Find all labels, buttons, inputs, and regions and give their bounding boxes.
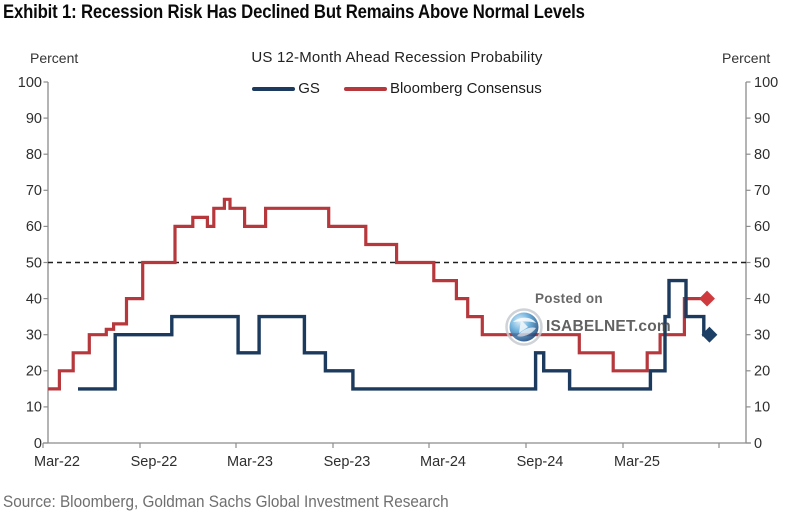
x-tick-label: Mar-22 [34,454,80,470]
y-tick-label-right: 10 [754,400,770,416]
legend-item-gs: GS [252,80,320,97]
x-tick-label: Sep-24 [517,454,564,470]
x-tick-label: Mar-23 [227,454,273,470]
y-tick-label-left: 50 [26,255,42,271]
legend-label-bloomberg: Bloomberg Consensus [389,80,542,97]
watermark-posted-on: Posted on [535,291,603,306]
page-title: Exhibit 1: Recession Risk Has Declined B… [3,2,585,23]
y-tick-label-right: 20 [754,364,770,380]
source-note: Source: Bloomberg, Goldman Sachs Global … [3,492,449,511]
y-tick-label-right: 30 [754,328,770,344]
x-tick-label: Sep-22 [131,454,178,470]
y-tick-label-left: 20 [26,364,42,380]
latest-value-diamond-bloomberg-consensus [699,290,715,307]
y-tick-label-left: 30 [26,328,42,344]
series-line-gs [78,278,710,391]
isabelnet-globe-icon [505,308,543,346]
gs-line-swatch [252,86,296,91]
watermark-isabelnet: ISABELNET.com [546,318,671,335]
x-tick-label: Mar-25 [614,454,660,470]
legend-label-gs: GS [298,80,320,97]
series-lines [48,197,718,391]
legend-item-bloomberg: Bloomberg Consensus [343,80,542,97]
latest-value-diamond-gs [701,326,718,343]
y-axis-unit-left: Percent [30,50,79,66]
y-tick-label-left: 90 [26,111,42,127]
y-tick-label-right: 80 [754,147,770,163]
y-tick-label-right: 50 [754,255,770,271]
series-line-bloomberg-consensus [48,197,707,391]
x-tick-label: Mar-24 [420,454,466,470]
y-tick-label-right: 60 [754,219,770,235]
y-tick-label-right: 0 [754,436,762,452]
y-tick-label-left: 80 [26,147,42,163]
axes [42,81,751,448]
y-tick-label-left: 70 [26,183,42,199]
y-tick-label-left: 100 [18,75,42,91]
watermark: Posted on ISABELNET.com [505,291,671,346]
chart-subtitle: US 12-Month Ahead Recession Probability [251,49,543,66]
x-tick-label: Sep-23 [324,454,371,470]
y-tick-label-left: 40 [26,291,42,307]
y-tick-label-right: 70 [754,183,770,199]
y-axis-unit-right: Percent [722,50,771,66]
y-tick-label-right: 40 [754,291,770,307]
y-tick-label-left: 60 [26,219,42,235]
y-tick-label-left: 0 [34,436,42,452]
y-tick-label-right: 90 [754,111,770,127]
chart-legend: GS Bloomberg Consensus [48,80,746,97]
bloomberg-line-swatch [343,86,387,91]
y-tick-label-right: 100 [754,75,778,91]
y-tick-label-left: 10 [26,400,42,416]
